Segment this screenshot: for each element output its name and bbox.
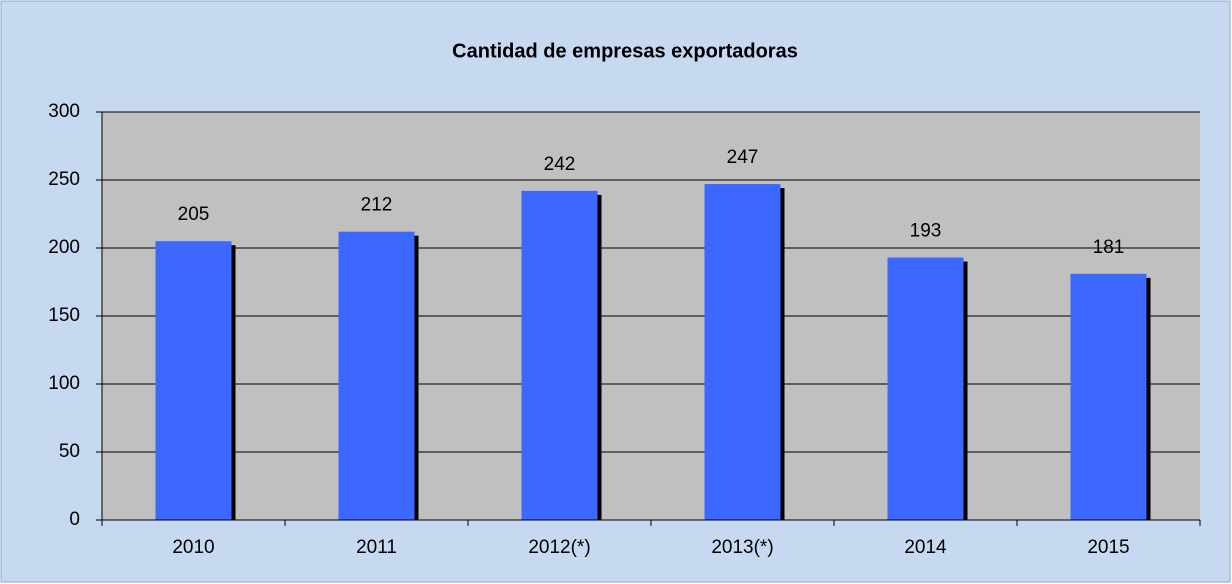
x-tick-label: 2014	[904, 537, 947, 558]
bar	[1070, 273, 1147, 520]
y-tick-label: 250	[48, 169, 80, 190]
bar	[521, 190, 598, 520]
data-label: 247	[727, 147, 759, 168]
x-tick-label: 2015	[1087, 537, 1129, 558]
bar	[155, 241, 232, 520]
data-label: 181	[1093, 237, 1125, 258]
bar	[704, 184, 781, 520]
y-tick-label: 200	[48, 237, 80, 258]
y-tick-label: 50	[59, 441, 80, 462]
x-tick-label: 2013(*)	[711, 537, 773, 558]
y-tick-label: 300	[48, 101, 80, 122]
x-tick-label: 2010	[172, 537, 214, 558]
bar	[887, 257, 964, 520]
x-tick-label: 2012(*)	[528, 537, 590, 558]
data-label: 242	[544, 154, 576, 175]
y-tick-label: 0	[69, 509, 80, 530]
data-label: 193	[910, 221, 942, 242]
data-label: 205	[178, 204, 210, 225]
chart-title: Cantidad de empresas exportadoras	[452, 40, 798, 62]
bar	[338, 231, 415, 520]
data-label: 212	[361, 195, 393, 216]
x-tick-label: 2011	[356, 537, 397, 558]
y-tick-label: 100	[48, 373, 80, 394]
y-tick-label: 150	[48, 305, 80, 326]
